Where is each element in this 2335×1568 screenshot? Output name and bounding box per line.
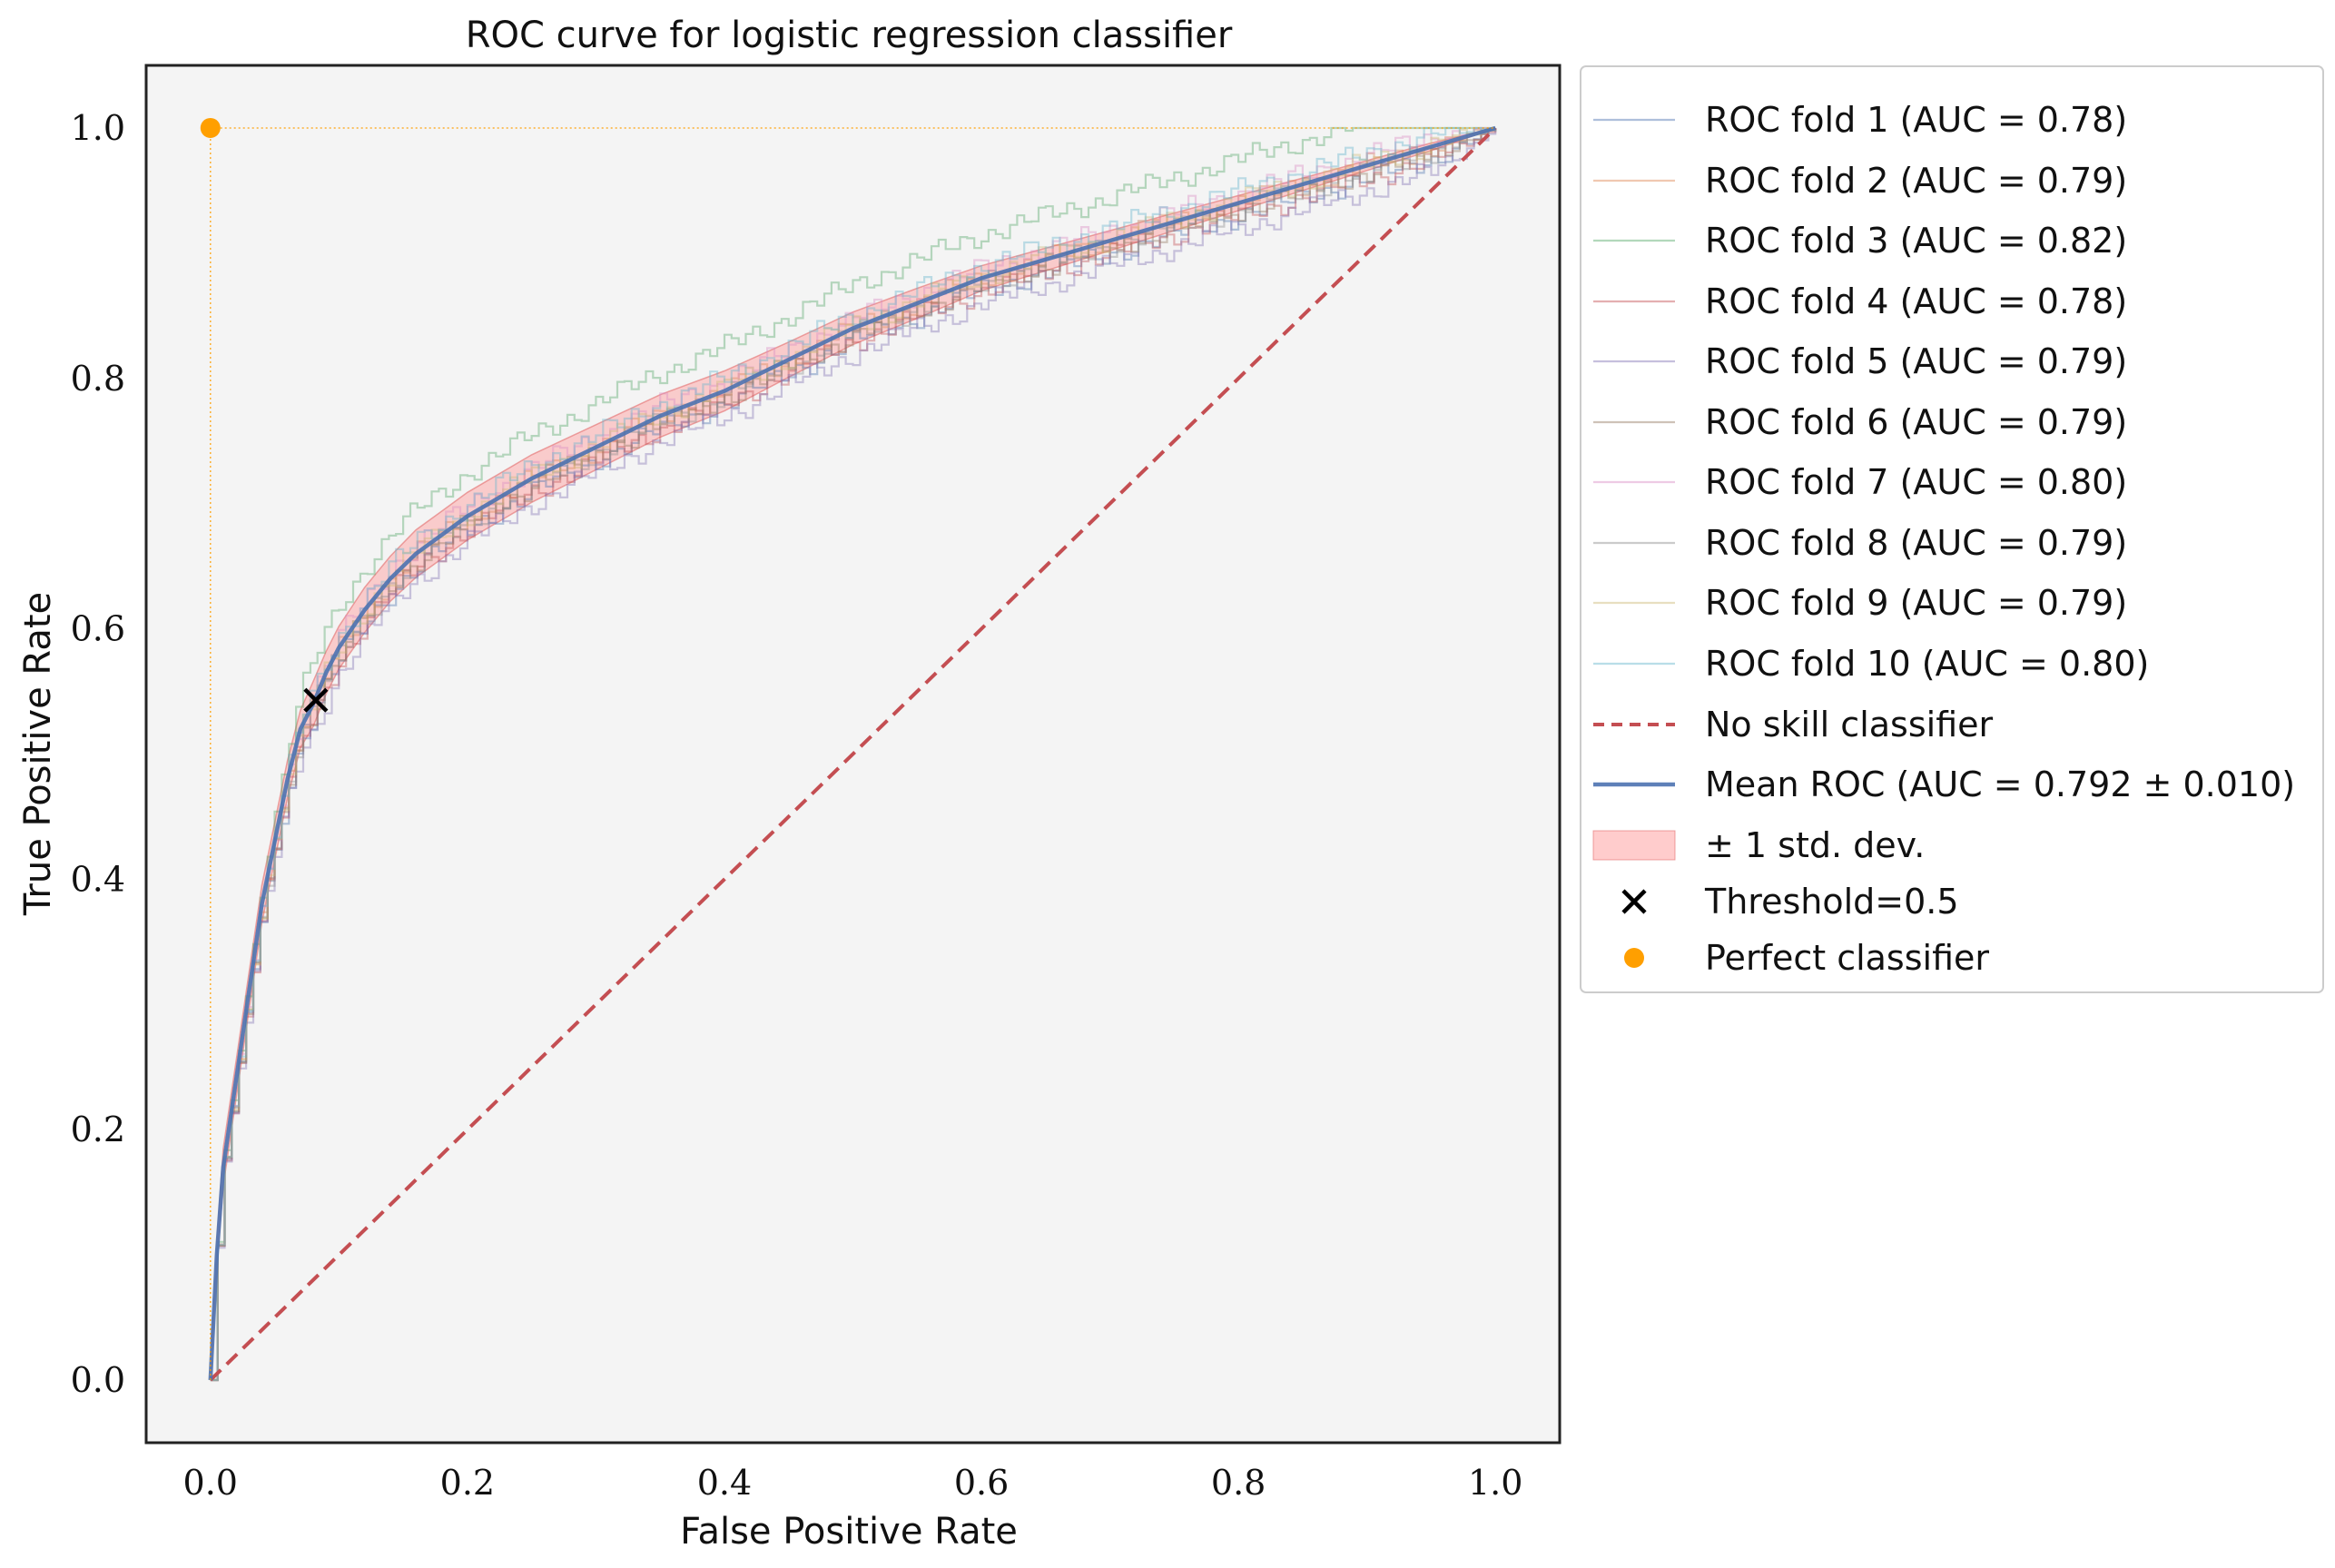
chart-title: ROC curve for logistic regression classi… (466, 15, 1233, 56)
x-tick-label: 0.8 (1211, 1463, 1266, 1503)
legend-label: ROC fold 2 (AUC = 0.79) (1705, 161, 2127, 201)
x-tick-label: 0.6 (954, 1463, 1009, 1503)
mean-roc-line (208, 125, 1496, 1381)
x-tick-label: 1.0 (1468, 1463, 1522, 1503)
threshold-marker (303, 687, 329, 713)
legend-entry: ROC fold 5 (AUC = 0.79) (1593, 341, 2127, 381)
legend-entry: Mean ROC (AUC = 0.792 ± 0.010) (1593, 764, 2295, 804)
legend-entry: No skill classifier (1593, 705, 1994, 745)
legend-label: ROC fold 4 (AUC = 0.78) (1705, 281, 2127, 321)
legend-box (1580, 65, 2324, 993)
legend-swatch (1621, 889, 1647, 914)
legend-entry: ± 1 std. dev. (1592, 825, 1925, 865)
y-axis-label: True Positive Rate (17, 592, 59, 916)
legend: ROC fold 1 (AUC = 0.78) ROC fold 2 (AUC =… (1580, 65, 2324, 993)
legend-swatch (1592, 830, 1676, 861)
legend-entry: ROC fold 10 (AUC = 0.80) (1593, 644, 2149, 684)
legend-label: Perfect classifier (1705, 938, 1989, 978)
legend-label: ROC fold 3 (AUC = 0.82) (1705, 221, 2127, 261)
legend-label: ROC fold 1 (AUC = 0.78) (1705, 100, 2127, 140)
legend-label: ± 1 std. dev. (1705, 825, 1925, 865)
fold-curve-4 (210, 128, 1497, 1382)
y-tick-label: 0.0 (71, 1360, 125, 1400)
legend-label: Threshold=0.5 (1704, 882, 1959, 922)
legend-entry: Threshold=0.5 (1621, 882, 1959, 922)
legend-label: ROC fold 6 (AUC = 0.79) (1705, 402, 2127, 442)
legend-label: ROC fold 5 (AUC = 0.79) (1705, 341, 2127, 381)
fold-curve-10 (210, 126, 1497, 1382)
y-tick-label: 0.6 (71, 609, 125, 649)
x-axis-label: False Positive Rate (680, 1511, 1018, 1553)
fold-curve-8 (210, 128, 1497, 1382)
fold-curve-5 (210, 128, 1497, 1382)
y-tick-label: 0.4 (71, 859, 125, 899)
x-tick-label: 0.2 (440, 1463, 495, 1503)
legend-label: ROC fold 9 (AUC = 0.79) (1705, 583, 2127, 623)
legend-entry: ROC fold 3 (AUC = 0.82) (1593, 221, 2127, 261)
legend-label: No skill classifier (1705, 705, 1994, 745)
legend-entry: ROC fold 6 (AUC = 0.79) (1593, 402, 2127, 442)
x-tick-label: 0.0 (183, 1463, 238, 1503)
legend-swatch (1624, 948, 1644, 968)
marker-layer (200, 117, 1496, 1381)
fold-curve-3 (210, 126, 1496, 1382)
legend-entry: ROC fold 9 (AUC = 0.79) (1593, 583, 2127, 623)
fold-curve-7 (210, 126, 1497, 1382)
y-tick-label: 1.0 (71, 108, 125, 148)
main-curves-layer (208, 125, 1497, 1382)
legend-entry: ROC fold 4 (AUC = 0.78) (1593, 281, 2127, 321)
legend-label: Mean ROC (AUC = 0.792 ± 0.010) (1705, 764, 2295, 804)
axes-frame (144, 64, 1562, 1445)
legend-entry: ROC fold 2 (AUC = 0.79) (1593, 161, 2127, 201)
y-tick-label: 0.2 (71, 1109, 125, 1149)
legend-entry: ROC fold 7 (AUC = 0.80) (1593, 462, 2127, 502)
legend-entry: Perfect classifier (1624, 938, 1989, 978)
legend-label: ROC fold 7 (AUC = 0.80) (1705, 462, 2127, 502)
legend-entry: ROC fold 8 (AUC = 0.79) (1593, 523, 2127, 563)
legend-entry: ROC fold 1 (AUC = 0.78) (1593, 100, 2127, 140)
y-tick-label: 0.8 (71, 359, 125, 399)
legend-items: ROC fold 1 (AUC = 0.78) ROC fold 2 (AUC =… (1592, 100, 2295, 978)
x-tick-label: 0.4 (697, 1463, 752, 1503)
legend-label: ROC fold 10 (AUC = 0.80) (1705, 644, 2149, 684)
perfect-classifier-point (200, 117, 221, 138)
tick-layer: 0.0 0.2 0.4 0.6 0.8 1.0 0.0 0.2 0.4 0.6 0.8 1.0 (71, 108, 1523, 1503)
legend-label: ROC fold 8 (AUC = 0.79) (1705, 523, 2127, 563)
no-skill-line (209, 126, 1497, 1382)
